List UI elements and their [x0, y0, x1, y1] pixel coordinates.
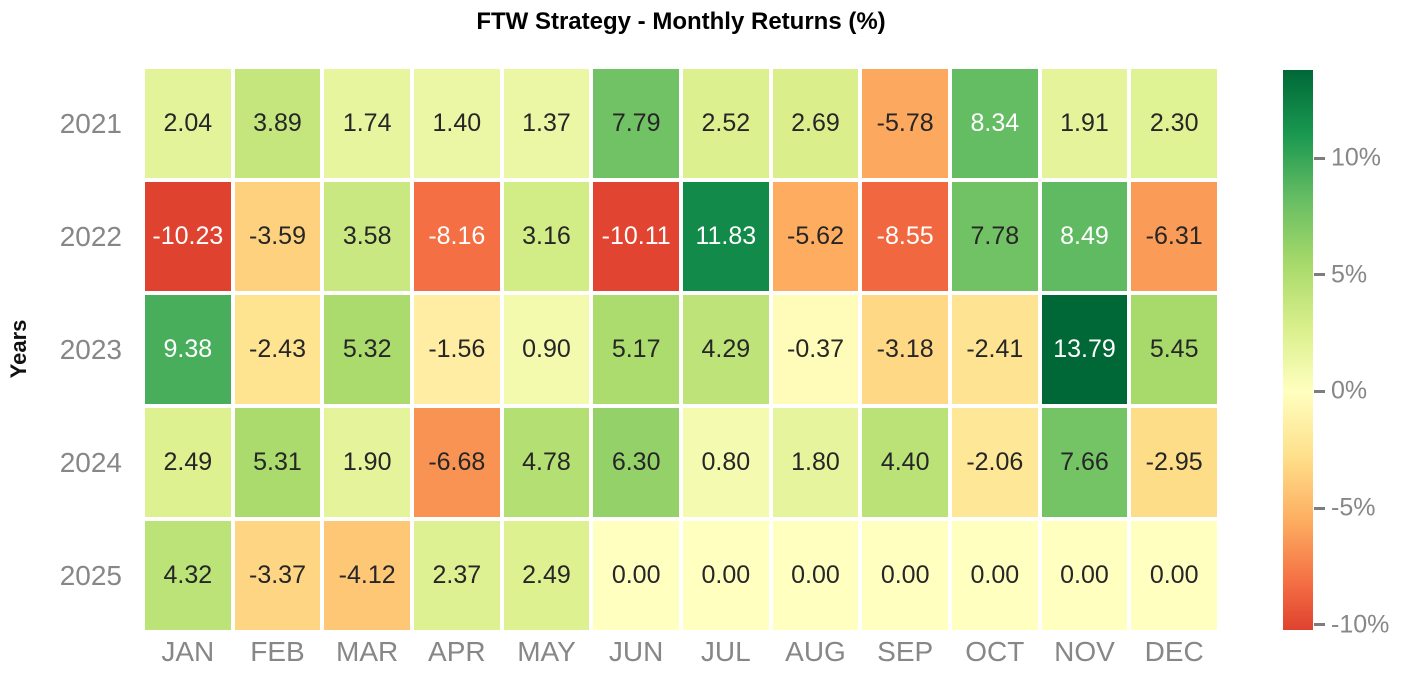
heatmap-cell-2025-oct: 0.00 — [951, 521, 1038, 630]
colorbar-tick-mark-0% — [1314, 389, 1325, 393]
heatmap-cell-2025-feb: -3.37 — [234, 521, 321, 630]
heatmap-cell-2021-feb: 3.89 — [234, 69, 321, 178]
colorbar-tick-mark-5% — [1314, 273, 1325, 277]
heatmap-cell-2021-dec: 2.30 — [1131, 69, 1217, 178]
x-tick-label-mar: MAR — [336, 636, 399, 667]
chart-title: FTW Strategy - Monthly Returns (%) — [476, 8, 886, 35]
x-tick-label-dec: DEC — [1144, 636, 1204, 667]
y-tick-labels: 2021 2022 2023 2024 2025 — [0, 69, 122, 630]
heatmap-cell-2023-aug: -0.37 — [772, 295, 859, 404]
heatmap-cell-2022-jul: 11.83 — [682, 182, 769, 291]
heatmap-cell-2022-jan: -10.23 — [145, 182, 231, 291]
heatmap-cell-2021-jun: 7.79 — [593, 69, 679, 178]
heatmap-cell-2025-apr: 2.37 — [413, 521, 500, 630]
heatmap-cell-2024-dec: -2.95 — [1131, 408, 1217, 517]
x-tick-labels: JAN FEB MAR APR MAY JUN JUL AUG SEP OCT NOV DEC — [145, 636, 1217, 668]
heatmap-cell-2021-aug: 2.69 — [772, 69, 859, 178]
heatmap-cell-2022-oct: 7.78 — [951, 182, 1038, 291]
y-tick-label-2024: 2024 — [59, 446, 122, 478]
heatmap-cell-2025-may: 2.49 — [503, 521, 590, 630]
heatmap-cell-2024-nov: 7.66 — [1041, 408, 1128, 517]
x-tick-label-may: MAY — [517, 636, 576, 667]
heatmap-cell-2022-nov: 8.49 — [1041, 182, 1128, 291]
heatmap-cell-2022-feb: -3.59 — [234, 182, 321, 291]
heatmap-cell-2021-jan: 2.04 — [145, 69, 231, 178]
heatmap-cell-2022-jun: -10.11 — [593, 182, 679, 291]
y-tick-label-2023: 2023 — [59, 333, 122, 365]
heatmap-cell-2022-apr: -8.16 — [413, 182, 500, 291]
heatmap-cell-2022-mar: 3.58 — [324, 182, 410, 291]
colorbar-tick-mark--10% — [1314, 623, 1325, 627]
x-tick-label-aug: AUG — [785, 636, 846, 667]
heatmap-cell-2023-jun: 5.17 — [593, 295, 679, 404]
heatmap-cell-2023-sep: -3.18 — [862, 295, 948, 404]
heatmap-cell-2021-apr: 1.40 — [413, 69, 500, 178]
x-tick-label-jun: JUN — [608, 636, 664, 667]
heatmap-cell-2025-mar: -4.12 — [324, 521, 410, 630]
heatmap-cell-2021-oct: 8.34 — [951, 69, 1038, 178]
heatmap-cell-2025-aug: 0.00 — [772, 521, 859, 630]
heatmap-cell-2023-mar: 5.32 — [324, 295, 410, 404]
heatmap-cell-2024-jul: 0.80 — [682, 408, 769, 517]
heatmap-cell-2023-oct: -2.41 — [951, 295, 1038, 404]
colorbar — [1283, 70, 1313, 630]
x-tick-label-jan: JAN — [161, 636, 215, 667]
heatmap-cell-2024-jun: 6.30 — [593, 408, 679, 517]
heatmap-cell-2021-mar: 1.74 — [324, 69, 410, 178]
heatmap-cell-2024-aug: 1.80 — [772, 408, 859, 517]
heatmap-cell-2024-mar: 1.90 — [324, 408, 410, 517]
heatmap-cell-2021-jul: 2.52 — [682, 69, 769, 178]
heatmap-cell-2023-nov: 13.79 — [1041, 295, 1128, 404]
heatmap-cell-2022-may: 3.16 — [503, 182, 590, 291]
x-tick-label-oct: OCT — [965, 636, 1025, 667]
heatmap-grid: 2.04 3.89 1.74 1.40 1.37 7.79 2.52 2.69 -5.78 8.3… — [145, 69, 1217, 630]
heatmap-cell-2025-sep: 0.00 — [862, 521, 948, 630]
heatmap-cell-2025-jun: 0.00 — [593, 521, 679, 630]
heatmap-cell-2023-jul: 4.29 — [682, 295, 769, 404]
heatmap-cell-2024-sep: 4.40 — [862, 408, 948, 517]
colorbar-tick-mark-10% — [1314, 156, 1325, 160]
heatmap-cell-2024-feb: 5.31 — [234, 408, 321, 517]
colorbar-tick-mark--5% — [1314, 506, 1325, 510]
heatmap-cell-2021-nov: 1.91 — [1041, 69, 1128, 178]
heatmap-cell-2025-jan: 4.32 — [145, 521, 231, 630]
heatmap-cell-2023-jan: 9.38 — [145, 295, 231, 404]
heatmap-cell-2024-jan: 2.49 — [145, 408, 231, 517]
heatmap-cell-2025-nov: 0.00 — [1041, 521, 1128, 630]
heatmap-cell-2021-sep: -5.78 — [862, 69, 948, 178]
y-tick-label-2021: 2021 — [59, 107, 122, 139]
heatmap-cell-2022-dec: -6.31 — [1131, 182, 1217, 291]
colorbar-tick-label-10%: 10% — [1331, 143, 1382, 172]
y-tick-label-2022: 2022 — [59, 220, 122, 252]
heatmap-cell-2022-aug: -5.62 — [772, 182, 859, 291]
heatmap-cell-2025-dec: 0.00 — [1131, 521, 1217, 630]
heatmap-cell-2021-may: 1.37 — [503, 69, 590, 178]
colorbar-tick-label-0%: 0% — [1331, 376, 1368, 405]
colorbar-tick-label--5%: -5% — [1331, 493, 1376, 522]
heatmap-cell-2023-feb: -2.43 — [234, 295, 321, 404]
x-tick-label-apr: APR — [428, 636, 486, 667]
heatmap-cell-2024-apr: -6.68 — [413, 408, 500, 517]
x-tick-label-jul: JUL — [700, 636, 751, 667]
heatmap-cell-2025-jul: 0.00 — [682, 521, 769, 630]
heatmap-cell-2022-sep: -8.55 — [862, 182, 948, 291]
heatmap-cell-2023-apr: -1.56 — [413, 295, 500, 404]
x-tick-label-feb: FEB — [250, 636, 305, 667]
heatmap-cell-2023-may: 0.90 — [503, 295, 590, 404]
heatmap-cell-2024-oct: -2.06 — [951, 408, 1038, 517]
colorbar-tick-label-5%: 5% — [1331, 260, 1368, 289]
x-tick-label-sep: SEP — [877, 636, 934, 667]
x-tick-label-nov: NOV — [1054, 636, 1115, 667]
heatmap-cell-2023-dec: 5.45 — [1131, 295, 1217, 404]
colorbar-tick-label--10%: -10% — [1331, 610, 1390, 639]
heatmap-cell-2024-may: 4.78 — [503, 408, 590, 517]
y-tick-label-2025: 2025 — [59, 559, 122, 591]
